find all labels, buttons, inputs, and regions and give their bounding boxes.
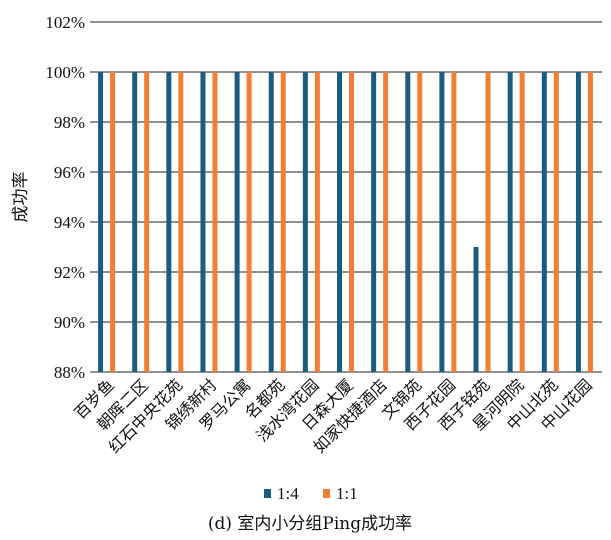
x-axis-categories: 百岁鱼朝晖二区红石中央花苑锦绣新村罗马公寓名都苑浅水湾花园日森大厦如家快捷酒店文…: [71, 375, 596, 456]
y-tick-label: 102%: [45, 13, 85, 32]
bar-series-1-4: [98, 72, 104, 372]
bar-series-1-4: [268, 72, 274, 372]
bar-series-1-1: [349, 72, 354, 372]
bar-series-1-4: [439, 72, 445, 372]
bar-series-1-1: [383, 72, 389, 372]
bars: [98, 72, 593, 372]
y-tick-label: 100%: [45, 63, 85, 82]
legend-label: 1:1: [336, 484, 358, 503]
bar-series-1-4: [132, 72, 138, 372]
bar-series-1-4: [405, 72, 411, 372]
y-tick-label: 92%: [54, 263, 85, 282]
bar-series-1-1: [451, 72, 457, 372]
bar-series-1-1: [178, 72, 184, 372]
bar-series-1-4: [371, 72, 377, 372]
y-tick-label: 90%: [54, 313, 85, 332]
bar-series-1-1: [212, 72, 218, 372]
bar-series-1-1: [110, 72, 116, 372]
bar-series-1-4: [337, 72, 342, 372]
y-tick-label: 98%: [54, 113, 85, 132]
legend-swatch: [323, 489, 330, 498]
bar-series-1-1: [144, 72, 150, 372]
legend: 1:4 1:1: [264, 484, 358, 503]
bar-series-1-4: [473, 247, 479, 372]
bar-series-1-4: [166, 72, 172, 372]
bar-series-1-4: [575, 72, 581, 372]
bar-series-1-4: [302, 72, 308, 372]
y-axis-title: 成功率: [11, 172, 31, 223]
bar-series-1-1: [587, 72, 593, 372]
bar-series-1-1: [553, 72, 559, 372]
y-tick-label: 94%: [54, 213, 85, 232]
bar-series-1-1: [519, 72, 525, 372]
bar-series-1-1: [246, 72, 252, 372]
grid-lines: [90, 21, 602, 373]
legend-swatch: [264, 489, 271, 498]
bar-series-1-1: [314, 72, 320, 372]
y-tick-label: 88%: [54, 363, 85, 382]
bar-series-1-1: [485, 72, 491, 372]
bar-series-1-1: [280, 72, 286, 372]
y-axis-ticks: 88% 90% 92% 94% 96% 98% 100% 102%: [45, 13, 85, 382]
legend-label: 1:4: [277, 484, 299, 503]
bar-series-1-4: [200, 72, 206, 372]
bar-series-1-4: [234, 72, 240, 372]
bar-series-1-1: [417, 72, 423, 372]
chart-caption: (d) 室内小分组Ping成功率: [208, 514, 412, 534]
bar-series-1-4: [541, 72, 547, 372]
y-tick-label: 96%: [54, 163, 85, 182]
bar-series-1-4: [507, 72, 513, 372]
